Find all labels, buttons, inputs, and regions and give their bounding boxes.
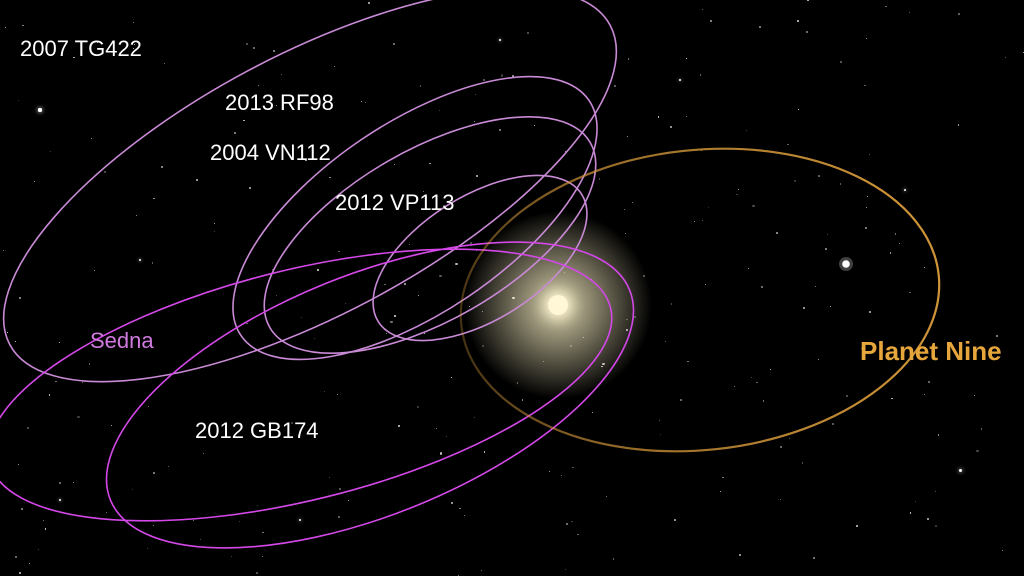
orbit-Sedna xyxy=(0,196,638,574)
orbit-diagram: 2007 TG422 2013 RF98 2004 VN1122012 VP113 S… xyxy=(0,0,1024,576)
label-planet-nine: Planet Nine xyxy=(860,336,1002,367)
orbit-2012_VP113 xyxy=(345,142,614,374)
planet-nine-marker xyxy=(839,257,853,271)
label-2004_VN112: 2004 VN112 xyxy=(210,140,331,166)
orbits-svg xyxy=(0,0,1024,576)
label-Sedna: Sedna xyxy=(90,328,154,354)
tno-orbit-group xyxy=(0,0,675,576)
orbit-planet-nine xyxy=(446,126,955,475)
label-2013_RF98: 2013 RF98 xyxy=(225,90,334,116)
orbit-2004_VN112 xyxy=(227,69,632,401)
planet-nine-orbit-group xyxy=(446,126,955,475)
orbit-2007_TG422 xyxy=(0,0,671,459)
orbit-2013_RF98 xyxy=(188,22,642,414)
label-2007_TG422: 2007 TG422 xyxy=(20,36,142,62)
label-2012_VP113: 2012 VP113 xyxy=(335,190,454,216)
label-2012_GB174: 2012 GB174 xyxy=(195,418,319,444)
